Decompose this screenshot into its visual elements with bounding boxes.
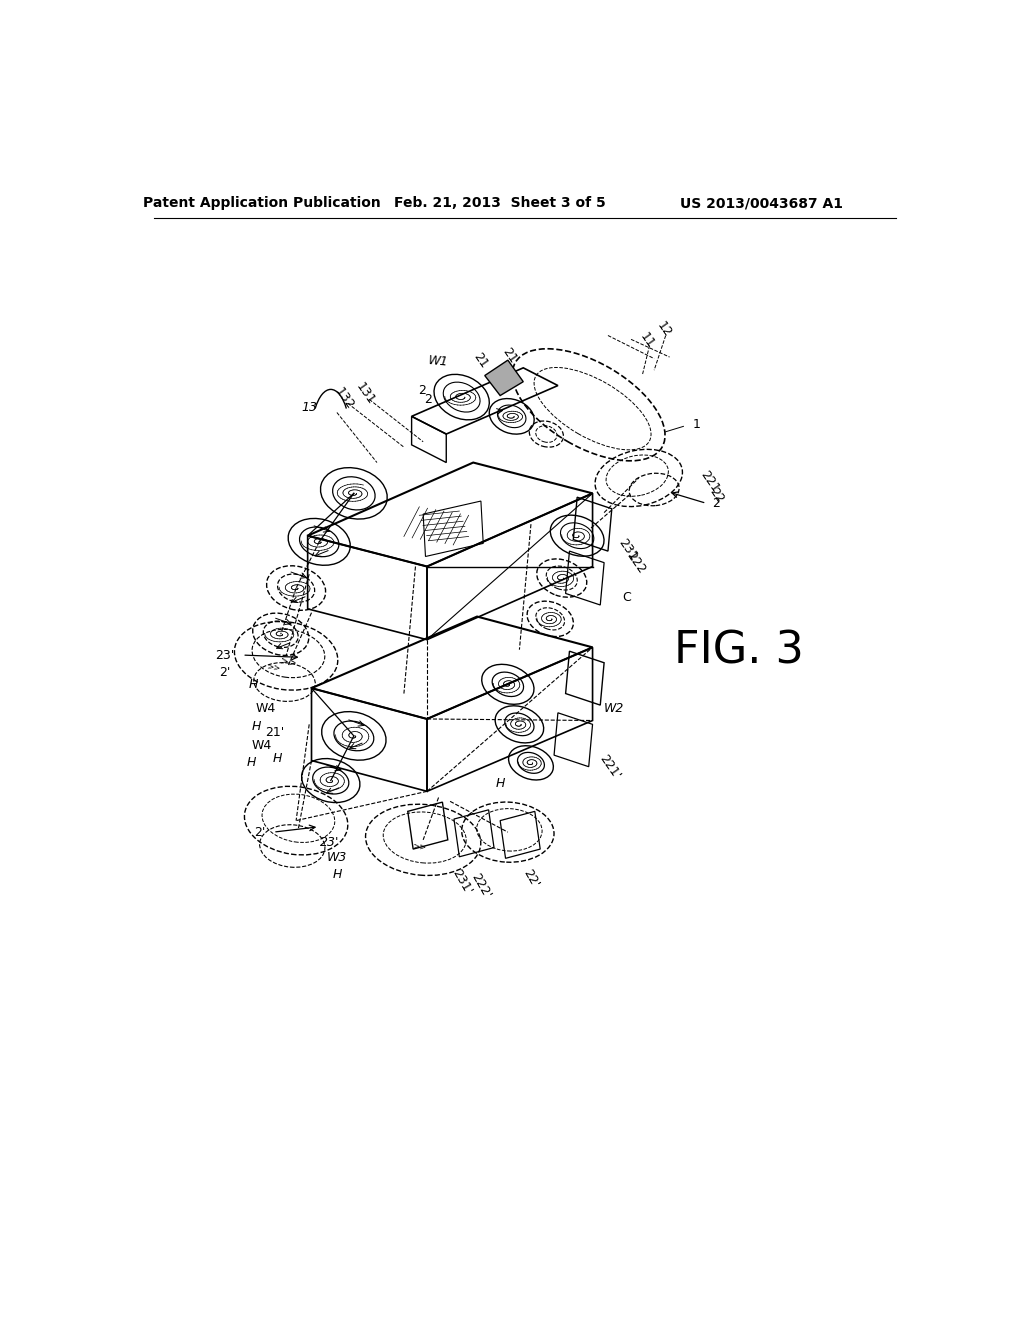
Text: C: C <box>622 591 631 603</box>
Text: 12: 12 <box>654 319 674 339</box>
Text: 221: 221 <box>698 469 722 495</box>
Text: H: H <box>247 756 256 770</box>
Text: H: H <box>496 777 505 791</box>
Text: W3: W3 <box>327 851 347 865</box>
Text: 23': 23' <box>319 836 339 849</box>
Text: H: H <box>332 869 342 880</box>
Text: 2': 2' <box>219 667 230 680</box>
Text: 222': 222' <box>469 871 494 902</box>
Text: 1: 1 <box>692 417 700 430</box>
Text: 231': 231' <box>450 867 474 898</box>
Text: W4: W4 <box>252 739 271 751</box>
Text: W4: W4 <box>256 702 276 715</box>
Polygon shape <box>484 360 523 396</box>
Text: 231: 231 <box>615 536 640 562</box>
Text: H: H <box>272 752 282 766</box>
Text: Patent Application Publication: Patent Application Publication <box>142 197 380 210</box>
Text: H: H <box>251 721 261 733</box>
Text: >>: >> <box>412 842 427 851</box>
Text: 13: 13 <box>301 400 316 413</box>
Text: 21: 21 <box>500 346 519 366</box>
Text: 2: 2 <box>712 496 720 510</box>
Text: 2: 2 <box>425 393 432 407</box>
Text: 131: 131 <box>353 380 378 408</box>
Text: US 2013/0043687 A1: US 2013/0043687 A1 <box>681 197 844 210</box>
Text: >>: >> <box>280 656 297 669</box>
Text: 23': 23' <box>215 648 234 661</box>
Text: W1: W1 <box>428 354 450 368</box>
Text: 21: 21 <box>471 350 490 371</box>
Text: 21': 21' <box>265 726 285 739</box>
Text: Feb. 21, 2013  Sheet 3 of 5: Feb. 21, 2013 Sheet 3 of 5 <box>394 197 606 210</box>
Text: 222: 222 <box>624 549 647 576</box>
Text: >>: >> <box>265 661 281 672</box>
Text: 2: 2 <box>418 384 426 397</box>
Text: 132: 132 <box>332 385 356 412</box>
Text: H: H <box>249 677 258 690</box>
Text: 11: 11 <box>637 331 657 351</box>
Text: 22': 22' <box>520 867 542 890</box>
Text: FIG. 3: FIG. 3 <box>674 630 804 673</box>
Text: 22: 22 <box>707 486 726 506</box>
Text: W2: W2 <box>604 702 625 715</box>
Text: 221': 221' <box>596 752 623 781</box>
Text: 2': 2' <box>254 826 265 840</box>
